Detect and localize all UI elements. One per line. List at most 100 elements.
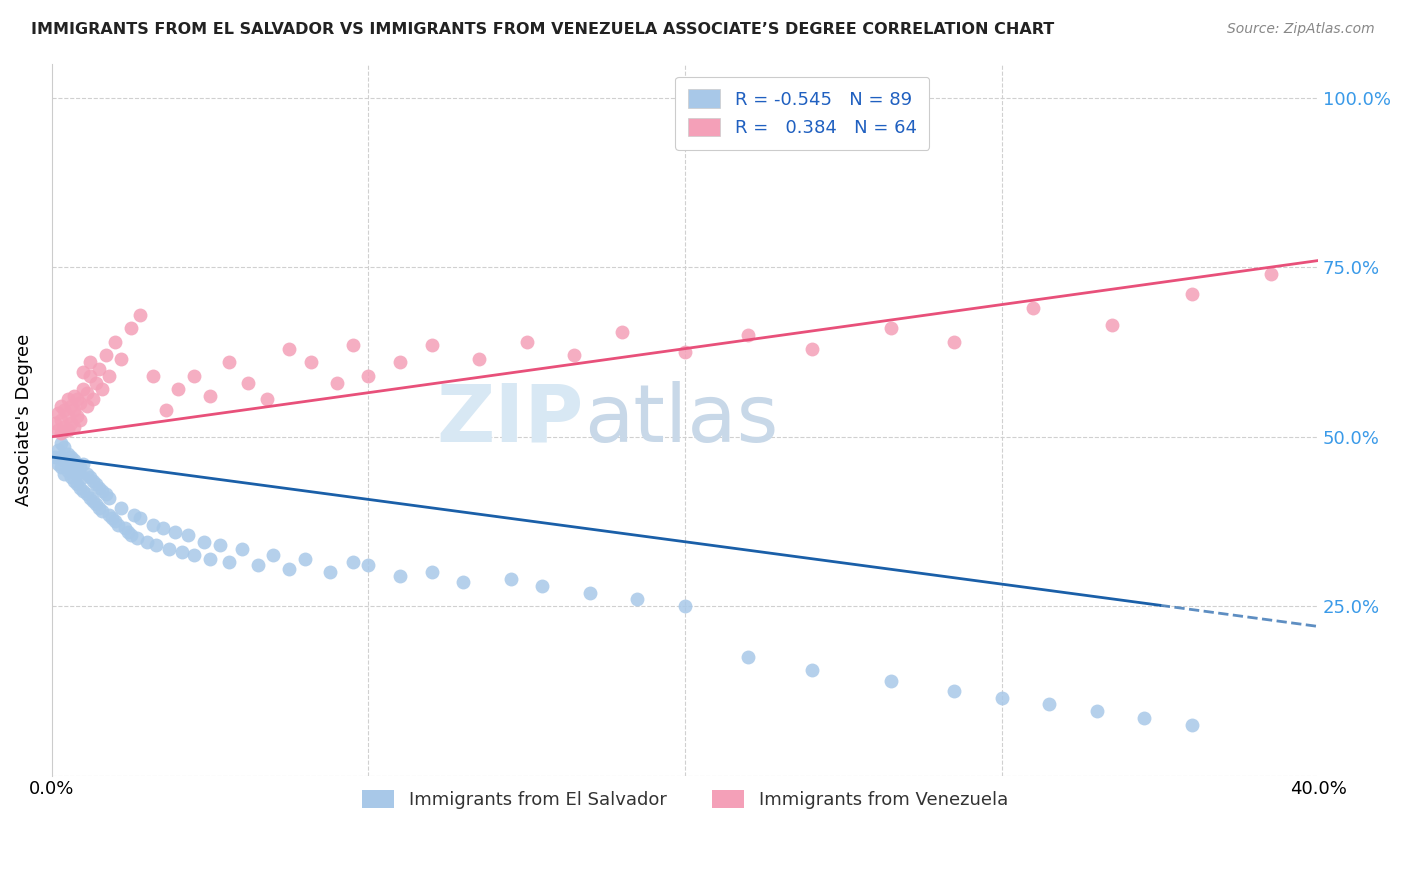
Point (388, 355, 411, 369)
Point (114, 521, 136, 535)
Point (76, 487, 98, 501)
Point (127, 532, 149, 546)
Point (236, 376, 259, 390)
Point (59, 399, 82, 413)
Point (69, 481, 91, 495)
Point (357, 368, 380, 383)
Legend: Immigrants from El Salvador, Immigrants from Venezuela: Immigrants from El Salvador, Immigrants … (354, 782, 1015, 816)
Point (278, 562, 301, 576)
Point (800, 664, 823, 678)
Point (107, 517, 129, 532)
Point (420, 338, 443, 352)
Text: atlas: atlas (583, 381, 778, 458)
Point (673, 345, 696, 359)
Point (59, 416, 82, 430)
Point (89, 481, 111, 495)
Point (69, 460, 91, 475)
Point (129, 308, 152, 322)
Point (1180, 717, 1202, 731)
Point (72, 382, 94, 396)
Point (737, 649, 759, 664)
Text: ZIP: ZIP (436, 381, 583, 458)
Point (101, 511, 124, 525)
Point (89, 500, 111, 515)
Point (610, 325, 633, 339)
Point (59, 470, 82, 484)
Point (499, 572, 522, 586)
Point (79, 355, 101, 369)
Point (56, 409, 79, 424)
Point (142, 517, 165, 532)
Point (198, 551, 221, 566)
Point (97, 491, 120, 505)
Point (167, 382, 190, 396)
Point (1180, 287, 1202, 301)
Point (152, 521, 174, 535)
Point (63, 389, 86, 403)
Point (76, 467, 98, 481)
Point (531, 579, 554, 593)
Point (208, 538, 231, 552)
Point (46, 406, 69, 420)
Point (117, 524, 139, 539)
Point (990, 690, 1012, 705)
Point (299, 355, 322, 369)
Point (89, 362, 111, 376)
Point (1133, 711, 1156, 725)
Point (63, 419, 86, 434)
Point (193, 534, 215, 549)
Point (63, 474, 86, 488)
Point (218, 555, 240, 569)
Point (943, 334, 966, 349)
Point (53, 419, 76, 434)
Point (82, 474, 104, 488)
Point (120, 528, 142, 542)
Point (183, 368, 205, 383)
Point (1085, 704, 1108, 718)
Point (294, 551, 316, 566)
Y-axis label: Associate's Degree: Associate's Degree (15, 334, 32, 506)
Point (94, 487, 117, 501)
Point (91, 382, 114, 396)
Point (51, 436, 73, 450)
Point (135, 534, 157, 549)
Point (278, 342, 301, 356)
Point (122, 508, 145, 522)
Point (673, 599, 696, 614)
Point (231, 541, 253, 556)
Point (72, 470, 94, 484)
Point (72, 457, 94, 471)
Point (880, 321, 903, 335)
Point (319, 566, 342, 580)
Point (72, 365, 94, 379)
Point (63, 453, 86, 467)
Point (53, 440, 76, 454)
Point (342, 338, 364, 352)
Point (84, 477, 107, 491)
Point (468, 351, 491, 366)
Point (53, 453, 76, 467)
Point (110, 500, 132, 515)
Point (198, 389, 221, 403)
Point (104, 334, 127, 349)
Point (97, 368, 120, 383)
Point (51, 399, 73, 413)
Point (800, 342, 823, 356)
Point (66, 392, 89, 407)
Point (69, 413, 91, 427)
Point (66, 409, 89, 424)
Point (218, 355, 240, 369)
Point (46, 423, 69, 437)
Point (84, 376, 107, 390)
Point (56, 464, 79, 478)
Point (142, 368, 165, 383)
Point (82, 392, 104, 407)
Point (1101, 318, 1123, 332)
Point (155, 402, 177, 417)
Point (63, 402, 86, 417)
Point (579, 585, 602, 599)
Point (44, 450, 66, 464)
Point (51, 426, 73, 441)
Text: IMMIGRANTS FROM EL SALVADOR VS IMMIGRANTS FROM VENEZUELA ASSOCIATE’S DEGREE CORR: IMMIGRANTS FROM EL SALVADOR VS IMMIGRANT… (31, 22, 1054, 37)
Point (943, 683, 966, 698)
